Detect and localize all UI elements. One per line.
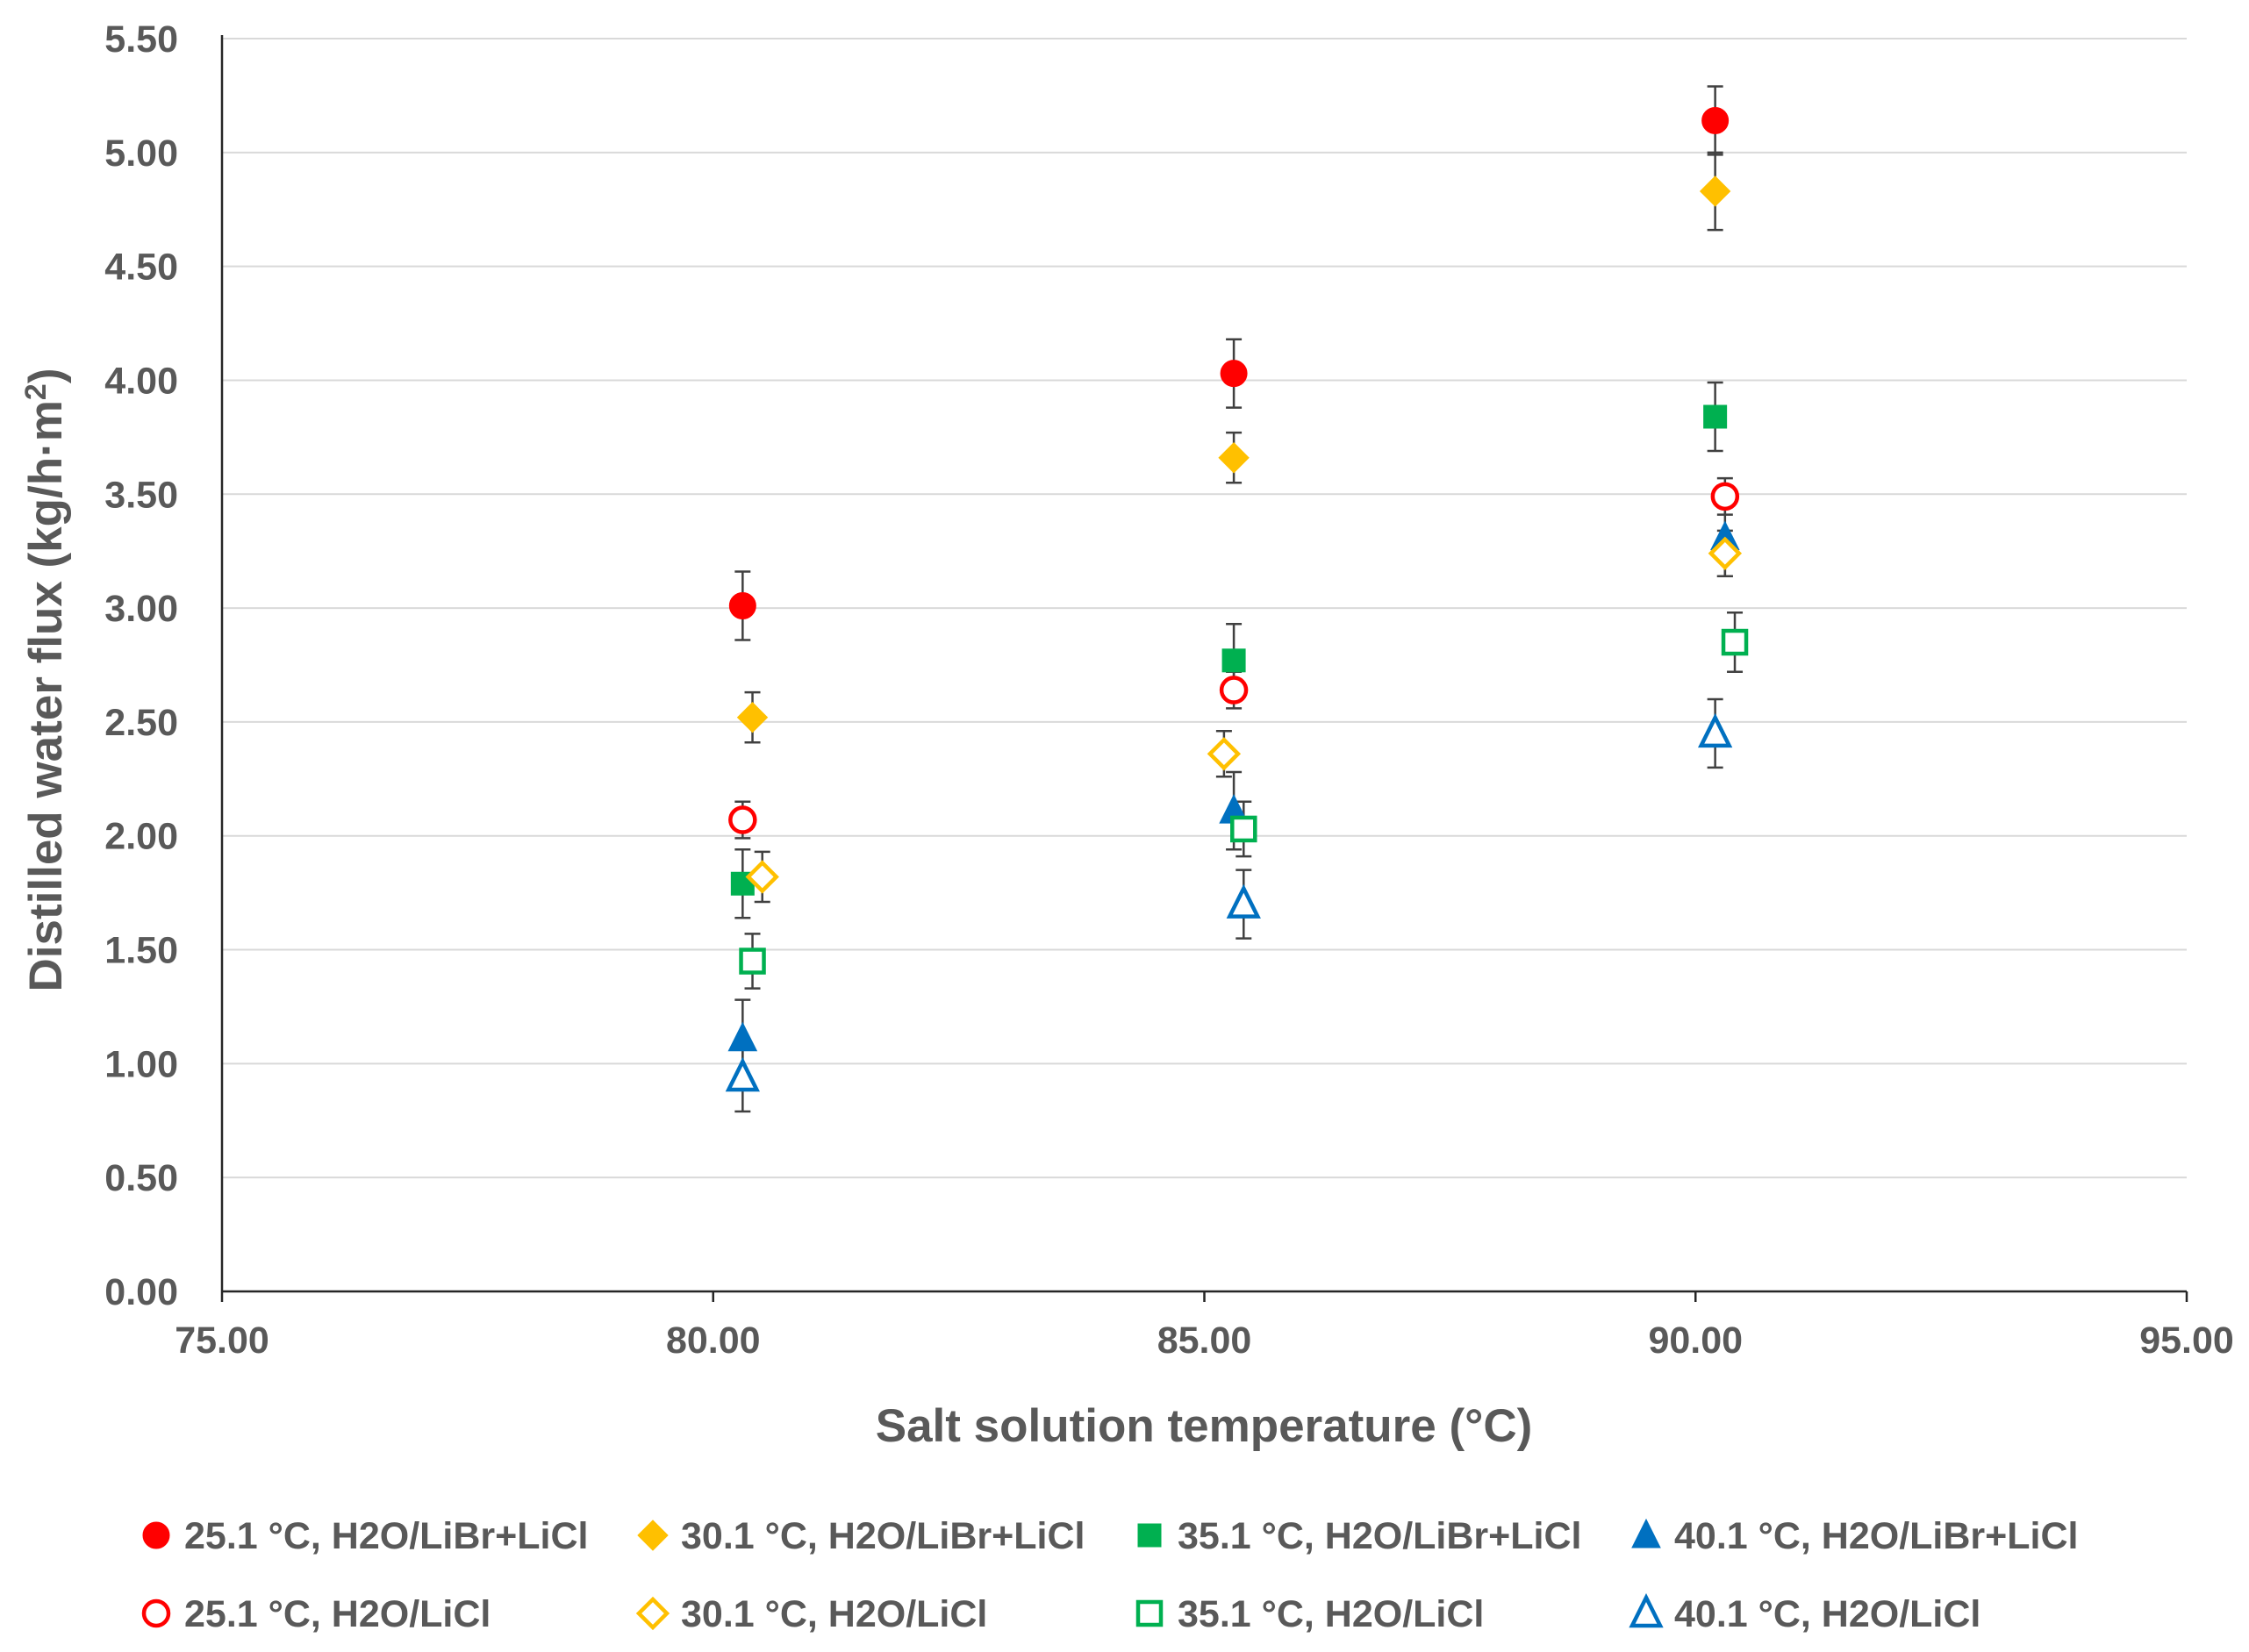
data-point-s7-p1 — [1226, 883, 1261, 919]
y-tick-label: 5.00 — [104, 132, 178, 175]
data-point-s1-p2 — [1699, 175, 1731, 207]
legend-label-7: 40.1 °C, H2O/LiCl — [1674, 1593, 1980, 1635]
data-point-s7-p0 — [725, 1056, 760, 1092]
legend-marker-6 — [1135, 1599, 1164, 1627]
tick-labels: 0.00 0.50 1.00 1.50 2.00 2.50 3.00 3.50 4.00 4.50… — [104, 18, 2234, 1362]
legend-marker-7 — [1629, 1592, 1664, 1628]
data-point-s0-p1 — [1220, 360, 1248, 388]
x-tick-label: 90.00 — [1648, 1319, 1743, 1362]
data-point-s5-p0 — [745, 860, 779, 894]
legend-marker-2 — [1137, 1523, 1162, 1548]
data-point-s4-p1 — [1219, 676, 1249, 704]
legend-label-2: 35.1 °C, H2O/LiBr+LiCl — [1178, 1515, 1581, 1557]
y-axis-title-superscript: 2 — [19, 383, 53, 400]
y-tick-label: 5.50 — [104, 18, 178, 61]
y-tick-label: 4.50 — [104, 247, 178, 289]
y-tick-label: 2.00 — [104, 816, 178, 858]
legend-label-6: 35.1 °C, H2O/LiCl — [1178, 1593, 1484, 1635]
error-bars — [734, 85, 1744, 1113]
x-axis-title: Salt solution temperature (°C) — [876, 1400, 1533, 1452]
legend-label-0: 25.1 °C, H2O/LiBr+LiCl — [184, 1515, 588, 1557]
legend-label-3: 40.1 °C, H2O/LiBr+LiCl — [1674, 1515, 2078, 1557]
data-point-s6-p0 — [739, 948, 766, 975]
legend: 25.1 °C, H2O/LiBr+LiCl 30.1 °C, H2O/LiBr+… — [141, 1515, 2078, 1635]
y-axis-title-close: ) — [20, 368, 72, 384]
gridlines — [222, 38, 2187, 1179]
x-tick-label: 75.00 — [175, 1319, 269, 1362]
data-point-s1-p1 — [1218, 442, 1250, 474]
y-tick-label: 0.50 — [104, 1157, 178, 1199]
legend-label-4: 25.1 °C, H2O/LiCl — [184, 1593, 491, 1635]
legend-marker-3 — [1631, 1518, 1661, 1548]
x-tick-label: 80.00 — [666, 1319, 761, 1362]
x-tick-label: 95.00 — [2139, 1319, 2234, 1362]
data-point-s1-p0 — [736, 702, 769, 733]
y-tick-label: 0.00 — [104, 1271, 178, 1313]
y-axis-title: Distilled water flux (kg/h·m2) — [19, 368, 72, 992]
data-point-s3-p0 — [727, 1021, 758, 1052]
y-tick-label: 4.00 — [104, 360, 178, 402]
legend-marker-0 — [142, 1521, 170, 1549]
axes — [220, 35, 2188, 1302]
data-point-s6-p1 — [1230, 815, 1257, 843]
legend-label-5: 30.1 °C, H2O/LiCl — [681, 1593, 987, 1635]
legend-marker-1 — [637, 1520, 669, 1551]
y-tick-label: 2.50 — [104, 702, 178, 744]
data-point-s0-p2 — [1701, 106, 1730, 134]
x-tick-label: 85.00 — [1157, 1319, 1252, 1362]
legend-marker-4 — [141, 1598, 171, 1628]
data-point-s5-p2 — [1708, 536, 1743, 570]
y-axis-title-main: Distilled water flux (kg/h·m — [20, 400, 72, 991]
data-points — [725, 106, 1749, 1092]
y-tick-label: 3.00 — [104, 588, 178, 630]
data-point-s2-p1 — [1221, 648, 1246, 673]
data-point-s4-p2 — [1710, 482, 1740, 511]
y-tick-label: 1.00 — [104, 1043, 178, 1085]
data-point-s0-p0 — [728, 591, 756, 619]
y-tick-label: 1.50 — [104, 930, 178, 972]
legend-marker-5 — [635, 1596, 670, 1631]
data-point-s4-p0 — [728, 805, 757, 834]
data-point-s7-p2 — [1697, 712, 1733, 748]
data-point-s2-p2 — [1703, 404, 1728, 429]
y-tick-label: 3.50 — [104, 474, 178, 516]
data-point-s6-p2 — [1721, 628, 1749, 656]
legend-label-1: 30.1 °C, H2O/LiBr+LiCl — [681, 1515, 1085, 1557]
data-point-s5-p1 — [1207, 737, 1242, 771]
